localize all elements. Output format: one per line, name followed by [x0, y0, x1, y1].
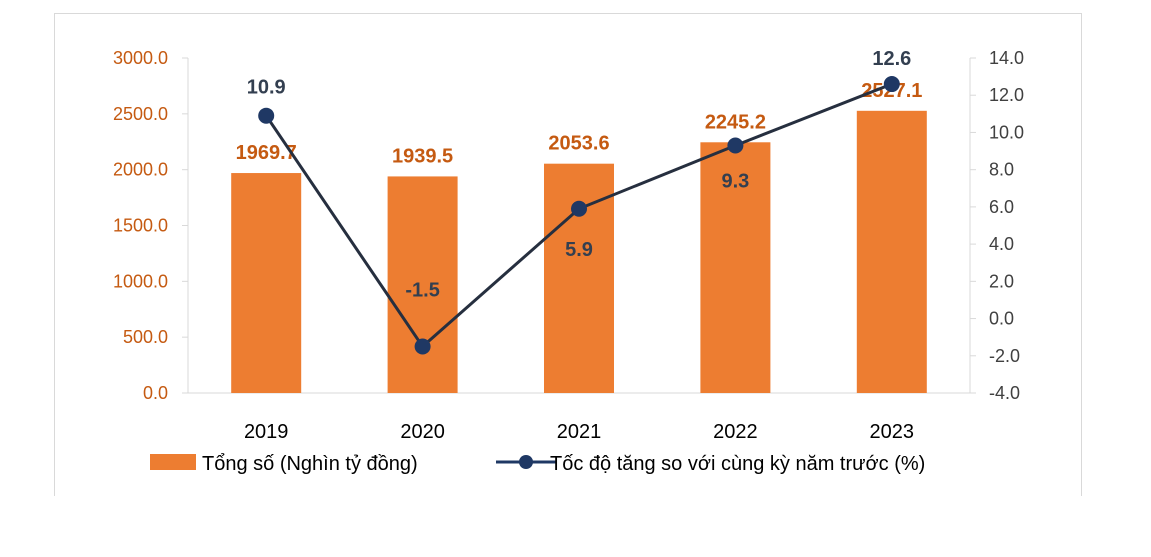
right-tick-label: 8.0: [989, 160, 1014, 180]
left-tick-label: 3000.0: [113, 48, 168, 68]
x-tick-label: 2020: [400, 421, 445, 443]
right-tick-label: 0.0: [989, 309, 1014, 329]
right-tick-label: 2.0: [989, 271, 1014, 291]
left-tick-label: 500.0: [123, 327, 168, 347]
right-tick-label: 12.0: [989, 85, 1024, 105]
right-tick-label: 6.0: [989, 197, 1014, 217]
right-tick-label: -2.0: [989, 346, 1020, 366]
right-axis-ticks: -4.0 -2.0 0.0 2.0 4.0 6.0 8.0 10.0 12.0 14.0: [970, 48, 1024, 403]
left-tick-label: 1500.0: [113, 216, 168, 236]
left-axis-ticks: 0.0 500.0 1000.0 1500.0 2000.0 2500.0 3000.0: [113, 48, 188, 403]
x-axis-ticks: 2019 2020 2021 2022 2023: [244, 421, 914, 443]
line-data-label: 10.9: [247, 77, 286, 99]
left-tick-label: 2000.0: [113, 160, 168, 180]
right-tick-label: -4.0: [989, 383, 1020, 403]
legend: Tổng số (Nghìn tỷ đồng) Tốc độ tăng so v…: [150, 453, 925, 475]
line-data-label: 5.9: [565, 239, 593, 261]
line-point: [883, 76, 900, 93]
x-tick-label: 2023: [870, 421, 915, 443]
left-tick-label: 1000.0: [113, 271, 168, 291]
bar: [387, 176, 458, 393]
x-tick-label: 2022: [713, 421, 758, 443]
right-tick-label: 10.0: [989, 122, 1024, 142]
bar: [700, 142, 771, 393]
legend-bar-swatch: [150, 454, 196, 470]
line-data-label: 9.3: [721, 170, 749, 192]
line-data-label: -1.5: [405, 279, 439, 301]
chart-frame: [54, 13, 1082, 496]
legend-bar-label: Tổng số (Nghìn tỷ đồng): [202, 453, 418, 475]
line-point: [258, 107, 275, 124]
line-point: [571, 200, 587, 217]
left-tick-label: 2500.0: [113, 104, 168, 124]
x-tick-label: 2019: [244, 421, 289, 443]
bar-data-label: 1969.7: [236, 142, 297, 164]
line-point: [727, 137, 744, 154]
bar-data-label: 2053.6: [548, 133, 609, 155]
bar: [856, 110, 927, 394]
x-tick-label: 2021: [557, 421, 602, 443]
bar: [231, 173, 302, 393]
line-point: [414, 338, 431, 355]
bar-data-label: 1939.5: [392, 145, 453, 167]
legend-line-marker: [519, 455, 533, 469]
legend-line-label: Tốc độ tăng so với cùng kỳ năm trước (%): [550, 453, 925, 475]
left-tick-label: 0.0: [143, 383, 168, 403]
right-tick-label: 14.0: [989, 48, 1024, 68]
right-tick-label: 4.0: [989, 234, 1014, 254]
line-series: 10.9 -1.5 5.9 9.3 12.6: [247, 48, 911, 355]
line-data-label: 12.6: [872, 48, 911, 70]
bar-data-label: 2245.2: [705, 111, 766, 133]
